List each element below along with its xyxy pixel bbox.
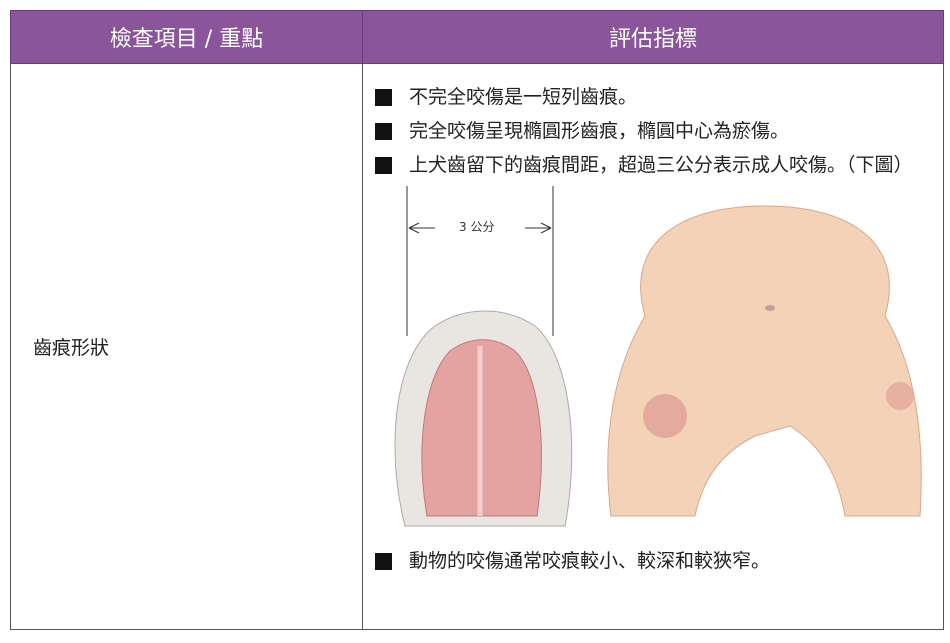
illustration [394, 186, 922, 527]
point-text: 完全咬傷呈現橢圓形齒痕，橢圓中心為瘀傷。 [409, 120, 790, 142]
point: 上犬齒留下的齒痕間距，超過三公分表示成人咬傷。（下圖） [375, 148, 935, 182]
point-text: 上犬齒留下的齒痕間距，超過三公分表示成人咬傷。（下圖） [409, 154, 913, 176]
point: 不完全咬傷是一短列齒痕。 [375, 80, 935, 114]
item-cell: 齒痕形狀 [10, 63, 363, 630]
figure: 3 公分 [375, 186, 935, 536]
point-text: 不完全咬傷是一短列齒痕。 [409, 86, 638, 108]
point-text: 動物的咬傷通常咬痕較小、較深和較狹窄。 [409, 550, 771, 572]
point-list: 不完全咬傷是一短列齒痕。 完全咬傷呈現橢圓形齒痕，橢圓中心為瘀傷。 上犬齒留下的… [375, 80, 935, 182]
point: 完全咬傷呈現橢圓形齒痕，橢圓中心為瘀傷。 [375, 114, 935, 148]
point-list: 動物的咬傷通常咬痕較小、較深和較狹窄。 [375, 544, 935, 578]
assessment-table: 檢查項目 / 重點 評估指標 齒痕形狀 不完全咬傷是一短列齒痕。 完全咬傷呈現橢… [10, 10, 944, 630]
figure-label: 3 公分 [459, 220, 495, 234]
header-cell: 評估指標 [362, 10, 944, 64]
point: 動物的咬傷通常咬痕較小、較深和較狹窄。 [375, 544, 935, 578]
criteria-cell: 不完全咬傷是一短列齒痕。 完全咬傷呈現橢圓形齒痕，橢圓中心為瘀傷。 上犬齒留下的… [362, 63, 944, 630]
header-cell: 檢查項目 / 重點 [10, 10, 363, 64]
